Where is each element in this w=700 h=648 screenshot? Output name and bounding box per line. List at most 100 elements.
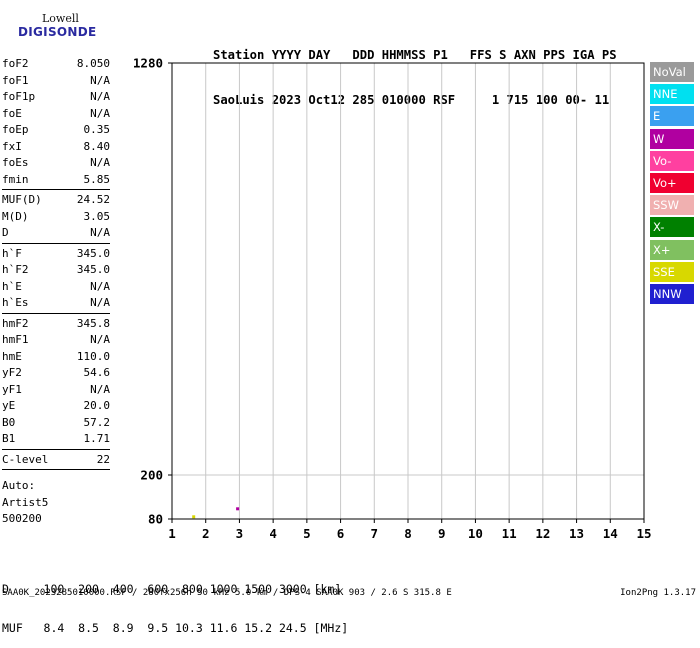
param-value: N/A <box>90 279 110 293</box>
param-name: yF2 <box>2 366 22 379</box>
param-name: yE <box>2 399 16 412</box>
param-name: foE <box>2 106 22 120</box>
param-value: 24.52 <box>76 193 110 206</box>
header-values: SaoLuis 2023 Oct12 285 010000 RSF 1 715 … <box>213 93 610 107</box>
param-row: h`F 345.0 <box>2 246 110 263</box>
ionogram-chart: 1234567891011121314158020030040050060070… <box>133 56 652 542</box>
param-name: B0 <box>2 415 16 429</box>
param-value: 8.40 <box>83 139 111 153</box>
param-value: 20.0 <box>83 399 111 412</box>
param-value: N/A <box>90 382 110 396</box>
x-tick-label: 15 <box>636 526 651 541</box>
x-tick-label: 9 <box>438 526 446 541</box>
x-tick-label: 6 <box>337 526 345 541</box>
logo-lowell-text: Lowell <box>42 12 79 25</box>
auto-scaling-line: 500200 <box>2 512 42 525</box>
x-tick-label: 4 <box>269 526 277 541</box>
param-value: N/A <box>90 296 110 309</box>
param-name: M(D) <box>2 209 29 223</box>
x-tick-label: 14 <box>603 526 618 541</box>
param-row: foEs N/A <box>2 155 110 172</box>
param-row: hmF1 N/A <box>2 332 110 349</box>
param-value: 0.35 <box>83 123 111 136</box>
legend-item: X- <box>650 217 694 238</box>
param-name: hmF2 <box>2 316 29 330</box>
file-info: SAA0K_2023285010000.RSF / 280fx256h 50 k… <box>2 588 452 598</box>
param-name: foEp <box>2 123 29 136</box>
param-name: yF1 <box>2 382 22 396</box>
param-name: foF1p <box>2 90 36 103</box>
param-row: yF2 54.6 <box>2 365 110 382</box>
y-tick-label: 200 <box>140 468 163 483</box>
param-name: B1 <box>2 432 16 445</box>
echo-point <box>192 515 196 519</box>
legend-item: NNW <box>650 283 694 304</box>
x-tick-label: 7 <box>371 526 379 541</box>
param-value: 345.0 <box>76 246 110 260</box>
param-name: h`F2 <box>2 263 29 276</box>
param-value: N/A <box>90 106 110 120</box>
legend-item: X+ <box>650 239 694 260</box>
param-row: hmF2 345.8 <box>2 316 110 333</box>
param-name: foEs <box>2 156 29 169</box>
param-value: 345.0 <box>76 263 110 276</box>
auto-scaling-line: Auto: <box>2 479 36 492</box>
param-divider <box>2 312 110 314</box>
y-tick-label: 80 <box>148 512 163 527</box>
param-value: 5.85 <box>83 172 111 186</box>
param-name: h`E <box>2 279 22 293</box>
muf-footer: D 100 200 400 600 800 1000 1500 3000 [km… <box>2 557 348 648</box>
param-name: h`F <box>2 246 22 260</box>
station-header: Station YYYY DAY DDD HHMMSS P1 FFS S AXN… <box>213 18 617 123</box>
param-row: fxI 8.40 <box>2 139 110 156</box>
logo-digisonde-text: DIGISONDE <box>18 25 97 39</box>
param-row: foE N/A <box>2 106 110 123</box>
param-value: 345.8 <box>76 316 110 330</box>
param-value: 1.71 <box>83 432 111 445</box>
param-row: MUF(D) 24.52 <box>2 192 110 209</box>
param-row: hmE 110.0 <box>2 349 110 366</box>
legend-item: E <box>650 106 694 127</box>
param-value: 110.0 <box>76 349 110 363</box>
param-name: foF2 <box>2 57 29 70</box>
param-row: foF1 N/A <box>2 73 110 90</box>
param-value: 8.050 <box>76 57 110 70</box>
param-value: N/A <box>90 73 110 87</box>
param-divider <box>2 189 110 190</box>
param-name: fmin <box>2 172 29 186</box>
param-row: B1 1.71 <box>2 431 110 448</box>
param-row: M(D) 3.05 <box>2 209 110 226</box>
param-row: h`F2 345.0 <box>2 262 110 279</box>
x-tick-label: 1 <box>168 526 176 541</box>
param-name: foF1 <box>2 73 29 87</box>
x-tick-label: 8 <box>404 526 412 541</box>
param-row: h`Es N/A <box>2 295 110 312</box>
x-tick-label: 11 <box>502 526 517 541</box>
param-row: C-level 22 <box>2 452 110 469</box>
legend-item: Vo- <box>650 150 694 171</box>
legend-item: NoVal <box>650 62 694 82</box>
param-name: MUF(D) <box>2 193 42 206</box>
param-row: h`E N/A <box>2 279 110 296</box>
param-value: 3.05 <box>83 209 111 223</box>
polarization-legend: NoVal NNE E W Vo- Vo+ SSW X- X+ SSE NNW <box>650 62 694 306</box>
legend-item: Vo+ <box>650 172 694 193</box>
param-divider <box>2 242 110 244</box>
scaled-parameters-panel: foF2 8.050 foF1 N/A foF1p N/A foE N/A foEp 0.35 fx… <box>2 56 110 528</box>
auto-scaling-line: Artist5 <box>2 495 49 509</box>
param-value: 22 <box>96 452 110 466</box>
param-row: fmin 5.85 <box>2 172 110 189</box>
param-name: hmE <box>2 349 22 363</box>
version-label: Ion2Png 1.3.17 <box>620 588 696 598</box>
param-row: foEp 0.35 <box>2 122 110 139</box>
param-row: foF2 8.050 <box>2 56 110 73</box>
param-name: C-level <box>2 452 49 466</box>
x-tick-label: 12 <box>535 526 550 541</box>
param-value: N/A <box>90 226 110 239</box>
footer-distance-line: D 100 200 400 600 800 1000 1500 3000 [km… <box>2 582 342 596</box>
echo-point <box>236 507 240 511</box>
digisonde-logo: Lowell DIGISONDE <box>4 6 104 40</box>
legend-item: NNE <box>650 84 694 105</box>
param-value: N/A <box>90 90 110 103</box>
param-name: h`Es <box>2 296 29 309</box>
